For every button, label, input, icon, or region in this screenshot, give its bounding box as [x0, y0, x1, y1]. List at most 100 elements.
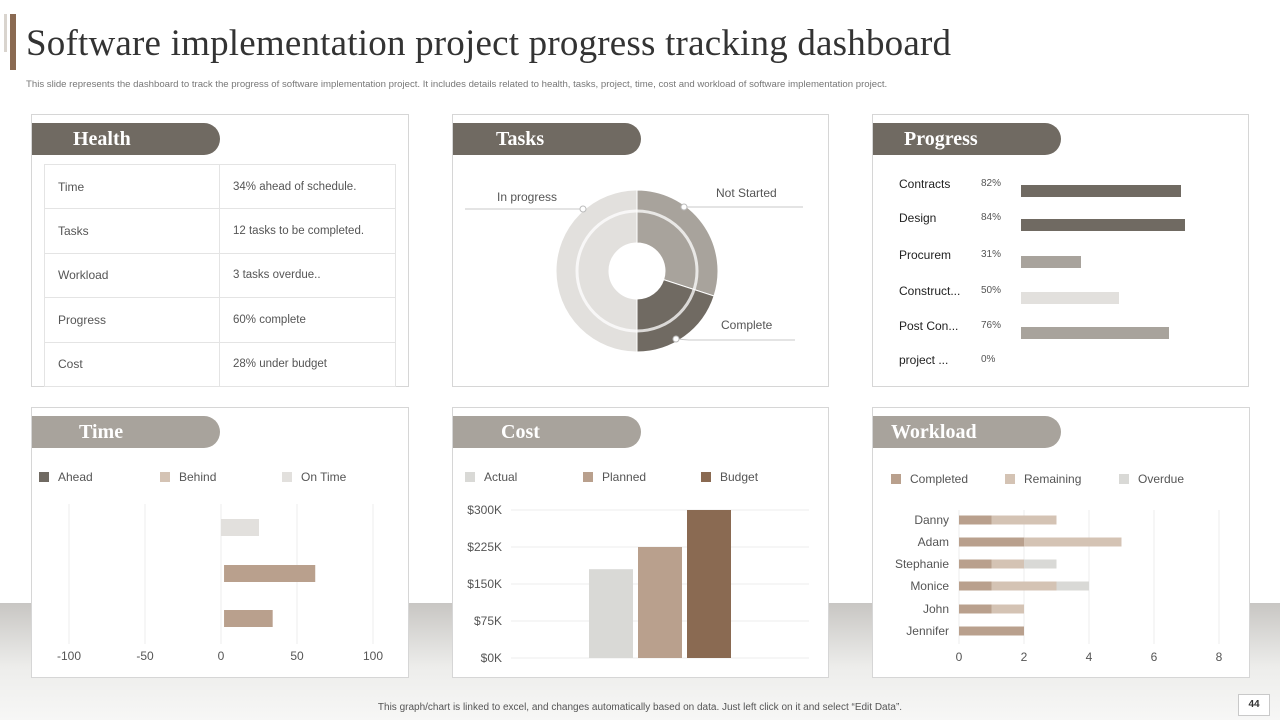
- workload-legend-swatch: [1119, 474, 1129, 484]
- page-number: 44: [1238, 694, 1270, 716]
- tasks-header: Tasks: [453, 123, 641, 155]
- health-header-label: Health: [73, 128, 131, 150]
- health-panel: Health Time 34% ahead of schedule. Tasks 12…: [31, 114, 409, 387]
- workload-bar-remaining: [1024, 537, 1122, 547]
- progress-header-label: Progress: [904, 128, 978, 150]
- progress-label: Post Con...: [899, 319, 959, 333]
- tasks-label-in-progress: In progress: [497, 190, 557, 204]
- time-legend-swatch: [160, 472, 170, 482]
- progress-value: 31%: [981, 249, 1002, 260]
- progress-label: Construct...: [899, 284, 961, 298]
- workload-bar-completed: [959, 537, 1024, 547]
- tasks-slice-not-started: [636, 189, 719, 297]
- cost-legend-swatch: [583, 472, 593, 482]
- time-legend-label: Behind: [179, 470, 217, 484]
- page-subtitle: This slide represents the dashboard to t…: [26, 79, 888, 90]
- workload-tick-label: 0: [956, 650, 963, 664]
- workload-bar-completed: [959, 559, 992, 569]
- health-row-value: 60% complete: [219, 297, 396, 343]
- workload-category-label: Danny: [914, 513, 949, 527]
- workload-bar-completed: [959, 604, 992, 614]
- health-row: Cost 28% under budget: [44, 341, 396, 387]
- workload-bar-overdue: [1024, 559, 1057, 569]
- time-bar-chart: -100 -50 0 50 100: [57, 504, 383, 663]
- workload-header: Workload: [873, 416, 1061, 448]
- workload-panel: Workload Completed Remaining Overdue 0 2 4 6 8…: [872, 407, 1250, 678]
- progress-bar: [1021, 327, 1170, 339]
- tasks-header-label: Tasks: [496, 128, 545, 150]
- workload-category-label: Stephanie: [895, 557, 949, 571]
- workload-legend-swatch: [891, 474, 901, 484]
- cost-bar-planned: [638, 547, 682, 658]
- health-row: Progress 60% complete: [44, 297, 396, 343]
- health-row-value: 12 tasks to be completed.: [219, 208, 396, 254]
- progress-bar: [1021, 256, 1082, 268]
- time-tick-label: 100: [363, 649, 383, 663]
- progress-label: Design: [899, 211, 937, 225]
- health-row-label: Progress: [44, 297, 220, 343]
- time-panel: Time Ahead Behind On Time -100 -50 0 50 100: [31, 407, 409, 678]
- workload-legend-label: Completed: [910, 472, 969, 486]
- cost-legend-label: Budget: [720, 470, 759, 484]
- cost-tick-label: $225K: [467, 540, 502, 554]
- workload-bar-overdue: [1056, 581, 1089, 591]
- progress-header: Progress: [873, 123, 1061, 155]
- cost-legend-swatch: [465, 472, 475, 482]
- title-accent-light: [4, 14, 7, 52]
- workload-category-label: Adam: [918, 535, 949, 549]
- progress-bar: [1021, 219, 1185, 231]
- cost-legend-swatch: [701, 472, 711, 482]
- health-header: Health: [32, 123, 220, 155]
- time-bar: [224, 610, 273, 627]
- cost-tick-label: $150K: [467, 577, 502, 591]
- health-row-value: 34% ahead of schedule.: [219, 163, 396, 210]
- title-accent: [10, 14, 16, 70]
- cost-legend-label: Actual: [484, 470, 518, 484]
- health-row-value: 28% under budget: [219, 341, 396, 387]
- workload-bar-remaining: [991, 604, 1024, 614]
- tasks-leader-dot-in-progress: [579, 205, 587, 213]
- time-header: Time: [32, 416, 220, 448]
- time-tick-label: 50: [290, 649, 304, 663]
- cost-tick-label: $0K: [481, 651, 502, 665]
- health-row: Tasks 12 tasks to be completed.: [44, 208, 396, 254]
- health-row-value: 3 tasks overdue..: [219, 252, 396, 299]
- workload-category-label: Monice: [910, 579, 949, 593]
- workload-legend-label: Overdue: [1138, 472, 1185, 486]
- health-row: Workload 3 tasks overdue..: [44, 252, 396, 299]
- health-row-label: Workload: [44, 252, 220, 299]
- health-row-label: Cost: [44, 341, 220, 387]
- workload-tick-label: 4: [1086, 650, 1093, 664]
- progress-value: 76%: [981, 320, 1002, 331]
- workload-bar-remaining: [991, 581, 1057, 591]
- cost-legend-label: Planned: [602, 470, 647, 484]
- tasks-leader-dot-complete: [672, 335, 680, 343]
- page-title: Software implementation project progress…: [26, 23, 952, 64]
- tasks-slice-in-progress: [555, 189, 638, 353]
- time-tick-label: 0: [218, 649, 225, 663]
- progress-bar: [1021, 292, 1119, 304]
- workload-category-label: Jennifer: [906, 624, 949, 638]
- workload-legend-label: Remaining: [1024, 472, 1082, 486]
- time-header-label: Time: [79, 421, 124, 443]
- cost-header-label: Cost: [501, 421, 540, 443]
- time-tick-label: -100: [57, 649, 81, 663]
- progress-label: Procurem: [899, 248, 952, 262]
- footer-note: This graph/chart is linked to excel, and…: [377, 702, 903, 713]
- cost-header: Cost: [453, 416, 641, 448]
- workload-tick-label: 8: [1216, 650, 1223, 664]
- time-legend-swatch: [282, 472, 292, 482]
- time-bar: [221, 519, 259, 536]
- workload-tick-label: 6: [1151, 650, 1158, 664]
- health-row-label: Time: [44, 163, 220, 210]
- health-row: Time 34% ahead of schedule.: [44, 163, 396, 210]
- progress-value: 82%: [981, 178, 1002, 189]
- tasks-label-not-started: Not Started: [716, 186, 777, 200]
- time-bar: [224, 565, 316, 582]
- tasks-leader-complete: [675, 338, 795, 341]
- workload-bar-completed: [959, 626, 1024, 636]
- progress-bar: [1021, 185, 1181, 197]
- cost-panel: Cost Actual Planned Budget $0K $75K $150K $22…: [452, 407, 829, 678]
- tasks-label-complete: Complete: [721, 318, 773, 332]
- progress-label: Contracts: [899, 177, 951, 191]
